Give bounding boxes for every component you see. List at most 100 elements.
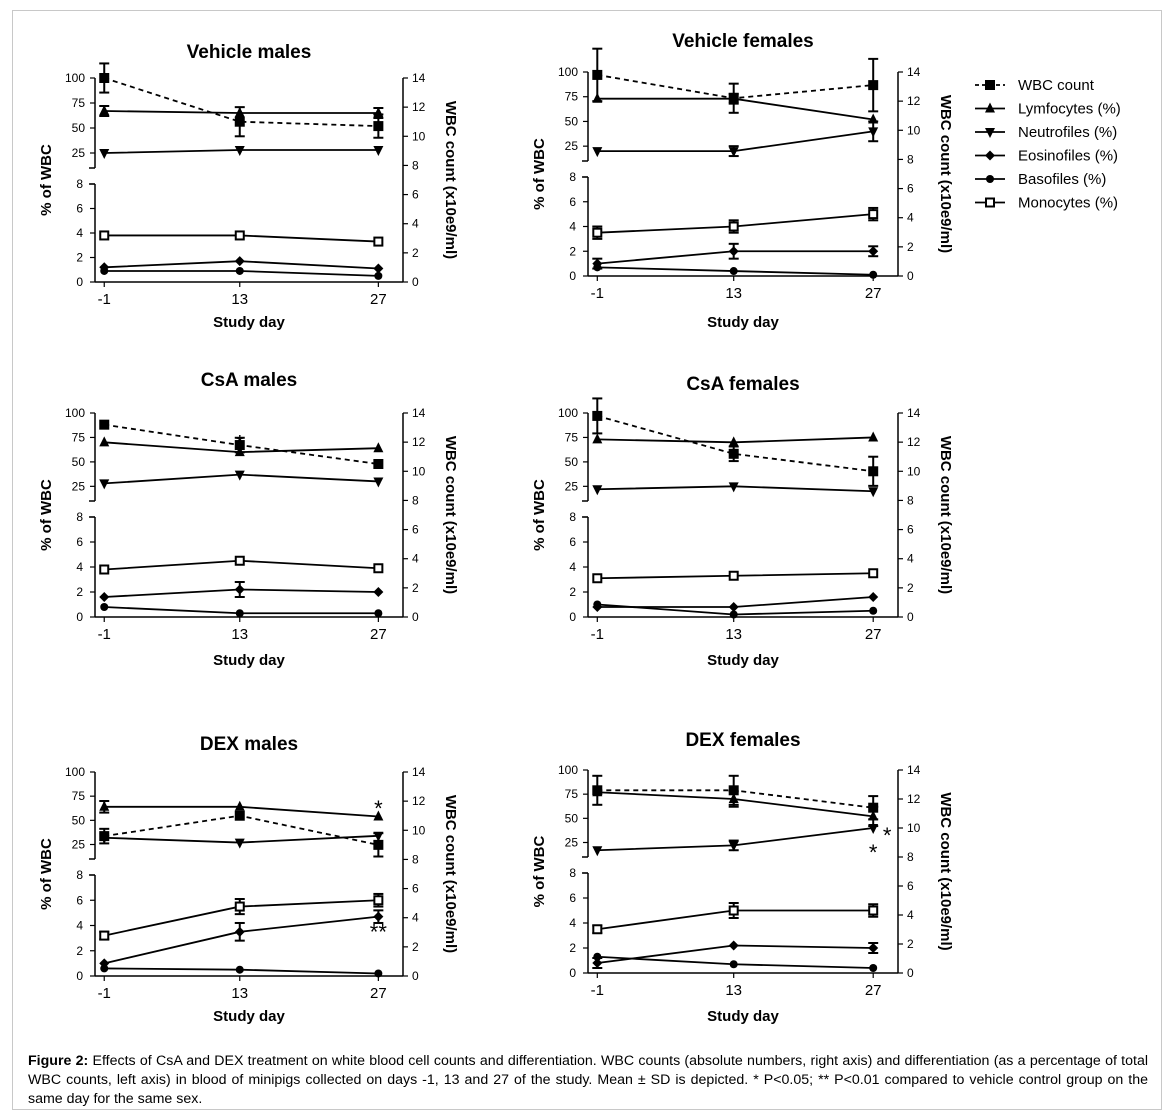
right-tick-label: 14 <box>412 71 426 85</box>
left-tick-label: 8 <box>569 170 576 184</box>
data-point <box>868 80 879 91</box>
left-tick-label: 4 <box>76 560 83 574</box>
data-point <box>373 810 384 821</box>
left-tick-label: 0 <box>569 610 576 624</box>
right-tick-label: 8 <box>412 852 419 866</box>
data-point <box>728 482 739 493</box>
data-point <box>373 839 384 850</box>
data-point <box>99 230 110 241</box>
series-neutrofiles <box>99 146 384 159</box>
left-tick-label: 6 <box>569 891 576 905</box>
legend-marker <box>985 197 995 208</box>
caption-label: Figure 2: <box>28 1053 89 1069</box>
data-point <box>99 419 110 430</box>
right-tick-label: 10 <box>907 464 921 478</box>
series-wbc-count <box>99 810 384 858</box>
data-point <box>592 69 603 80</box>
right-axis-label: WBC count (x10e9/ml) <box>937 792 954 950</box>
left-tick-label: 6 <box>569 535 576 549</box>
legend-item: Neutrofiles (%) <box>975 124 1117 141</box>
data-point <box>592 227 603 238</box>
panel-csa-males: CsA males 25 50 75 100 0 2 4 6 8 0 2 4 6 8 10 12 14 -1 13 27… <box>38 370 459 669</box>
chart-title: Vehicle females <box>672 31 814 52</box>
legend-marker <box>985 80 995 90</box>
right-tick-label: 0 <box>907 966 914 980</box>
series-eosinofiles <box>592 940 879 969</box>
left-tick-label: 100 <box>65 765 85 779</box>
data-point <box>868 568 879 579</box>
left-tick-label: 75 <box>72 430 86 444</box>
x-tick-label: 27 <box>370 985 387 1002</box>
right-tick-label: 6 <box>412 523 419 537</box>
series-eosinofiles <box>99 909 384 969</box>
legend-item: WBC count <box>975 77 1095 94</box>
right-tick-label: 12 <box>412 435 426 449</box>
right-tick-label: 6 <box>907 523 914 537</box>
left-tick-label: 4 <box>569 560 576 574</box>
x-tick-label: -1 <box>591 982 604 999</box>
panel-dex-males: DEX males 25 50 75 100 0 2 4 6 8 0 2 4 6 8 10 12 14 -1 13 27… <box>38 734 459 1025</box>
left-tick-label: 25 <box>72 838 86 852</box>
figure-caption: Figure 2: Effects of CsA and DEX treatme… <box>28 1052 1148 1109</box>
left-tick-label: 25 <box>565 139 579 153</box>
right-tick-label: 0 <box>412 969 419 983</box>
x-tick-label: -1 <box>98 291 111 308</box>
data-point <box>99 73 110 83</box>
left-axis-label: % of WBC <box>38 479 55 551</box>
data-point <box>99 592 110 602</box>
left-tick-label: 75 <box>72 789 86 803</box>
data-point <box>592 485 603 496</box>
data-point <box>99 149 110 159</box>
x-tick-label: 13 <box>725 982 742 999</box>
legend-marker <box>985 102 995 113</box>
right-axis-label: WBC count (x10e9/ml) <box>442 101 459 259</box>
left-tick-label: 50 <box>565 811 579 825</box>
data-point <box>728 436 739 447</box>
left-axis-label: % of WBC <box>531 138 548 210</box>
x-axis-label: Study day <box>213 652 285 669</box>
series-eosinofiles <box>99 581 384 602</box>
significance-mark: * <box>869 797 878 822</box>
right-tick-label: 2 <box>412 940 419 954</box>
right-axis-label: WBC count (x10e9/ml) <box>937 436 954 594</box>
right-tick-label: 4 <box>907 908 914 922</box>
series-monocytes <box>99 230 384 247</box>
x-tick-label: 13 <box>725 626 742 643</box>
x-tick-label: -1 <box>591 285 604 302</box>
right-tick-label: 10 <box>412 823 426 837</box>
significance-mark: * <box>374 796 383 821</box>
data-point <box>373 895 384 906</box>
data-point <box>373 911 384 922</box>
left-tick-label: 2 <box>76 585 83 599</box>
data-point <box>100 266 109 275</box>
caption-text: Effects of CsA and DEX treatment on whit… <box>28 1053 1149 1107</box>
x-tick-label: 13 <box>231 291 248 308</box>
data-point <box>869 270 878 279</box>
right-axis-label: WBC count (x10e9/ml) <box>937 95 954 253</box>
chart-title: Vehicle males <box>187 42 312 63</box>
series-wbc-count <box>99 62 384 139</box>
left-axis-label: % of WBC <box>38 144 55 216</box>
left-tick-label: 4 <box>76 919 83 933</box>
data-point <box>869 964 878 972</box>
x-tick-label: 27 <box>865 982 882 999</box>
data-point <box>99 833 110 844</box>
series-eosinofiles <box>592 242 879 270</box>
left-tick-label: 100 <box>65 71 85 85</box>
right-tick-label: 10 <box>907 123 921 137</box>
right-tick-label: 4 <box>412 217 419 231</box>
series-line <box>103 77 379 127</box>
right-tick-label: 14 <box>412 406 426 420</box>
legend-item: Eosinofiles (%) <box>975 148 1118 165</box>
data-point <box>234 926 245 937</box>
data-point <box>868 246 879 257</box>
left-tick-label: 2 <box>76 944 83 958</box>
left-tick-label: 0 <box>76 275 83 289</box>
right-tick-label: 14 <box>907 65 921 79</box>
data-point <box>868 592 879 602</box>
data-point <box>869 606 878 615</box>
x-tick-label: 27 <box>370 626 387 643</box>
data-point <box>728 448 739 459</box>
right-tick-label: 8 <box>907 493 914 507</box>
right-tick-label: 12 <box>412 794 426 808</box>
